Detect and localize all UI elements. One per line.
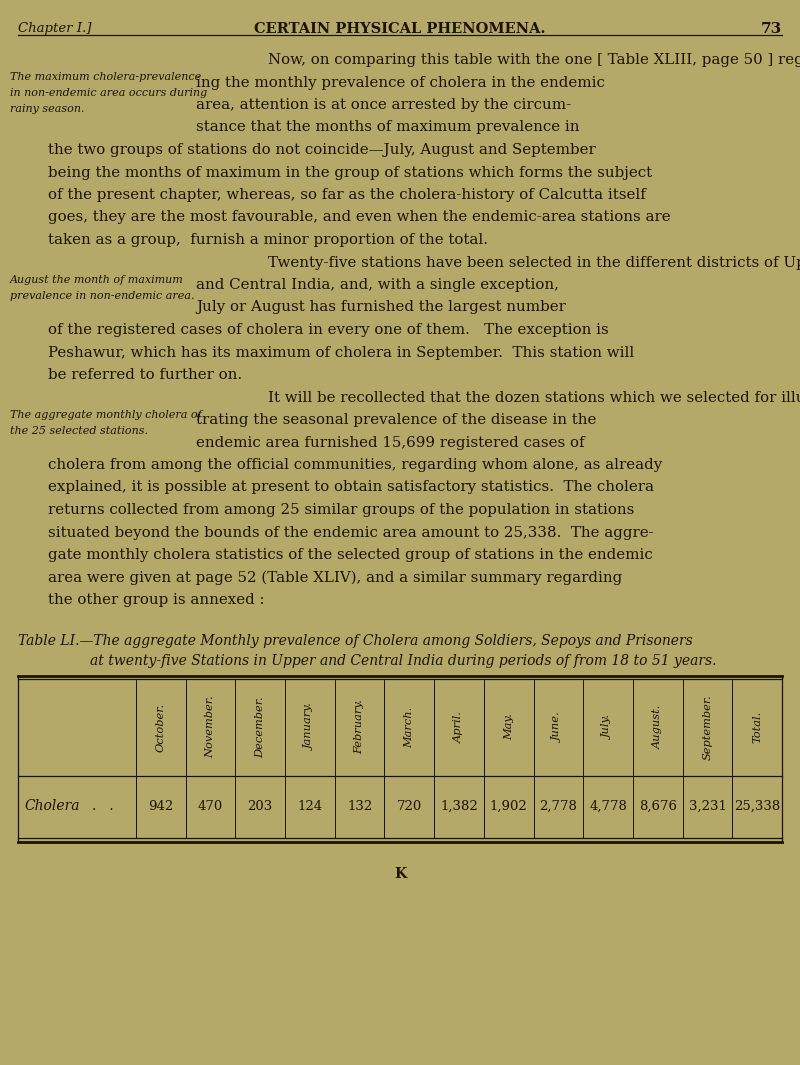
Text: endemic area furnished 15,699 registered cases of: endemic area furnished 15,699 registered…: [196, 436, 585, 449]
Text: May.: May.: [504, 714, 514, 740]
Text: taken as a group,  furnish a minor proportion of the total.: taken as a group, furnish a minor propor…: [48, 233, 488, 247]
Text: at twenty-five Stations in Upper and Central India during periods of from 18 to : at twenty-five Stations in Upper and Cen…: [90, 654, 717, 668]
Text: October.: October.: [156, 703, 166, 752]
Text: K: K: [394, 868, 406, 882]
Text: Chapter I.]: Chapter I.]: [18, 22, 91, 35]
Text: September.: September.: [702, 694, 713, 759]
Text: December.: December.: [255, 697, 266, 758]
Text: goes, they are the most favourable, and even when the endemic-area stations are: goes, they are the most favourable, and …: [48, 211, 670, 225]
Text: Cholera: Cholera: [24, 800, 79, 814]
Text: Now, on comparing this table with the one [ Table XLIII, page 50 ] regard-: Now, on comparing this table with the on…: [268, 53, 800, 67]
Text: February.: February.: [354, 700, 365, 754]
Text: April.: April.: [454, 711, 464, 743]
Text: and Central India, and, with a single exception,: and Central India, and, with a single ex…: [196, 278, 559, 292]
Text: November.: November.: [206, 695, 215, 758]
Text: situated beyond the bounds of the endemic area amount to 25,338.  The aggre-: situated beyond the bounds of the endemi…: [48, 525, 654, 540]
Text: the two groups of stations do not coincide—July, August and September: the two groups of stations do not coinci…: [48, 143, 596, 157]
Text: 132: 132: [347, 800, 372, 813]
Text: the other group is annexed :: the other group is annexed :: [48, 593, 265, 607]
Text: 124: 124: [298, 800, 322, 813]
Text: It will be recollected that the dozen stations which we selected for illus-: It will be recollected that the dozen st…: [268, 391, 800, 405]
Text: August.: August.: [653, 705, 662, 749]
Text: 942: 942: [148, 800, 174, 813]
Text: 3,231: 3,231: [689, 800, 726, 813]
Text: January.: January.: [305, 704, 315, 751]
Text: returns collected from among 25 similar groups of the population in stations: returns collected from among 25 similar …: [48, 503, 634, 517]
Text: March.: March.: [404, 706, 414, 748]
Text: of the registered cases of cholera in every one of them.   The exception is: of the registered cases of cholera in ev…: [48, 323, 609, 337]
Text: of the present chapter, whereas, so far as the cholera-history of Calcutta itsel: of the present chapter, whereas, so far …: [48, 189, 646, 202]
Text: The aggregate monthly cholera of: The aggregate monthly cholera of: [10, 410, 202, 420]
Text: the 25 selected stations.: the 25 selected stations.: [10, 426, 148, 436]
Text: explained, it is possible at present to obtain satisfactory statistics.  The cho: explained, it is possible at present to …: [48, 480, 654, 494]
Text: in non-endemic area occurs during: in non-endemic area occurs during: [10, 88, 207, 98]
Text: 720: 720: [397, 800, 422, 813]
Text: 8,676: 8,676: [638, 800, 677, 813]
Text: July or August has furnished the largest number: July or August has furnished the largest…: [196, 300, 566, 314]
Text: 470: 470: [198, 800, 223, 813]
Text: The maximum cholera-prevalence: The maximum cholera-prevalence: [10, 72, 202, 82]
Text: 1,382: 1,382: [440, 800, 478, 813]
Text: 203: 203: [248, 800, 273, 813]
Text: trating the seasonal prevalence of the disease in the: trating the seasonal prevalence of the d…: [196, 413, 596, 427]
Text: rainy season.: rainy season.: [10, 104, 85, 115]
Text: prevalence in non-endemic area.: prevalence in non-endemic area.: [10, 291, 194, 301]
Text: 25,338: 25,338: [734, 800, 780, 813]
Text: 4,778: 4,778: [589, 800, 627, 813]
Text: Twenty-five stations have been selected in the different districts of Upper: Twenty-five stations have been selected …: [268, 256, 800, 269]
Text: ing the monthly prevalence of cholera in the endemic: ing the monthly prevalence of cholera in…: [196, 76, 605, 89]
Text: Peshawur, which has its maximum of cholera in September.  This station will: Peshawur, which has its maximum of chole…: [48, 345, 634, 360]
Text: 1,902: 1,902: [490, 800, 527, 813]
Text: 73: 73: [761, 22, 782, 36]
Text: being the months of maximum in the group of stations which forms the subject: being the months of maximum in the group…: [48, 165, 652, 180]
Text: stance that the months of maximum prevalence in: stance that the months of maximum preval…: [196, 120, 579, 134]
Text: Table LI.—The aggregate Monthly prevalence of Cholera among Soldiers, Sepoys and: Table LI.—The aggregate Monthly prevalen…: [18, 634, 693, 648]
Text: 2,778: 2,778: [539, 800, 578, 813]
Text: .   .: . .: [92, 800, 114, 814]
Text: cholera from among the official communities, regarding whom alone, as already: cholera from among the official communit…: [48, 458, 662, 472]
Text: area were given at page 52 (Table XLIV), and a similar summary regarding: area were given at page 52 (Table XLIV),…: [48, 571, 622, 585]
Text: gate monthly cholera statistics of the selected group of stations in the endemic: gate monthly cholera statistics of the s…: [48, 548, 653, 562]
Text: CERTAIN PHYSICAL PHENOMENA.: CERTAIN PHYSICAL PHENOMENA.: [254, 22, 546, 36]
Text: July.: July.: [603, 715, 613, 739]
Text: June.: June.: [554, 712, 563, 742]
Text: August the month of maximum: August the month of maximum: [10, 275, 184, 285]
Text: Total.: Total.: [752, 710, 762, 743]
Text: be referred to further on.: be referred to further on.: [48, 368, 242, 382]
Text: area, attention is at once arrested by the circum-: area, attention is at once arrested by t…: [196, 98, 571, 112]
